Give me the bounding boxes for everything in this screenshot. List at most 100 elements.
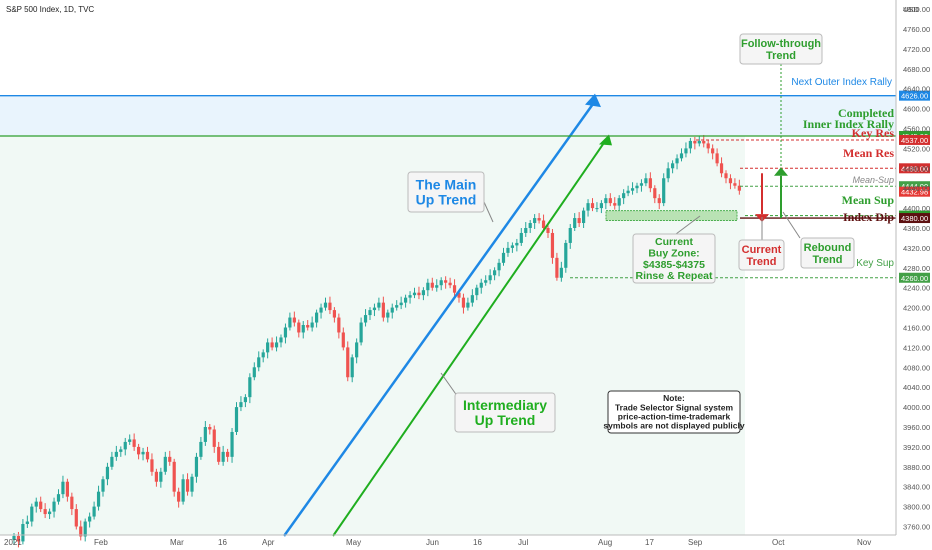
candle-body xyxy=(70,496,74,510)
candle-body xyxy=(132,439,136,447)
candle-body xyxy=(719,163,724,174)
candle-body xyxy=(515,242,519,246)
symbol-title: S&P 500 Index, 1D, TVC xyxy=(6,5,94,14)
candle-body xyxy=(639,183,644,186)
price-tick-label: 4160.00 xyxy=(903,324,930,333)
candle-body xyxy=(279,337,283,343)
candle-body xyxy=(377,302,381,308)
candle-body xyxy=(261,352,265,358)
price-tag-label: 4480.00 xyxy=(901,164,928,173)
candle-body xyxy=(274,342,279,348)
candle-body xyxy=(359,322,363,343)
candle-body xyxy=(101,479,105,492)
main-trend-callout-text: Up Trend xyxy=(416,191,477,207)
price-tick-label: 4280.00 xyxy=(903,264,930,273)
candle-body xyxy=(150,459,154,472)
candle-body xyxy=(435,285,439,288)
intermediary-trend-callout-box xyxy=(454,392,556,433)
candle-body xyxy=(679,153,684,159)
time-tick-label: 2021 xyxy=(4,538,22,547)
time-tick-label: Apr xyxy=(262,538,275,547)
time-tick-label: May xyxy=(346,538,361,547)
candle-body xyxy=(234,407,239,432)
time-tick-label: 16 xyxy=(218,538,227,547)
price-tick-label: 4720.00 xyxy=(903,45,930,54)
candle-body xyxy=(226,451,230,457)
time-tick-label: Jun xyxy=(426,538,439,547)
price-tick-label: 3840.00 xyxy=(903,483,930,492)
candle-body xyxy=(230,431,234,457)
candle-body xyxy=(297,322,301,333)
price-tick-label: 4400.00 xyxy=(903,204,930,213)
price-tag-label: 4537.00 xyxy=(901,136,928,145)
candle-body xyxy=(306,325,310,328)
candle-body xyxy=(288,317,292,328)
candle-body xyxy=(524,228,528,233)
candle-body xyxy=(199,441,203,457)
candle-body xyxy=(21,524,25,542)
candle-body xyxy=(706,143,710,149)
candle-body xyxy=(92,506,96,517)
candle-body xyxy=(270,342,274,348)
price-tick-label: 4760.00 xyxy=(903,25,930,34)
candle-body xyxy=(653,188,657,199)
candle-body xyxy=(421,290,425,296)
main-trend-callout-box xyxy=(407,171,485,213)
buy-zone-pointer xyxy=(675,215,701,235)
candle-body xyxy=(65,481,69,497)
candle-body xyxy=(181,479,185,502)
candle-body xyxy=(323,302,328,308)
main-up-trend-line xyxy=(282,100,597,537)
buy-zone-callout-text: $4385-$4375 xyxy=(643,259,705,271)
candle-body xyxy=(128,439,132,442)
price-tick-label: 4200.00 xyxy=(903,304,930,313)
candle-body xyxy=(190,476,194,492)
candle-body xyxy=(30,506,34,522)
note-callout-box xyxy=(607,390,741,434)
candle-body xyxy=(328,302,332,311)
candle-body xyxy=(119,449,123,452)
price-tag-label: 4432.98 xyxy=(901,188,928,197)
candle-body xyxy=(346,347,350,378)
candle-body xyxy=(381,302,385,318)
price-tick-label: 4560.00 xyxy=(903,125,930,134)
candle-body xyxy=(586,203,590,211)
buy-zone-callout-text: Buy Zone: xyxy=(648,248,699,260)
candle-body xyxy=(145,451,150,460)
price-tick-label: 4800.00 xyxy=(903,5,930,14)
candle-body xyxy=(608,198,612,204)
candle-body xyxy=(475,287,479,296)
candle-body xyxy=(368,310,372,316)
price-tick-label: 4640.00 xyxy=(903,85,930,94)
price-tag xyxy=(899,181,930,192)
buy-zone-callout-text: Current xyxy=(655,236,693,248)
candle-body xyxy=(488,275,492,281)
candle-body xyxy=(737,185,741,191)
candle-body xyxy=(185,479,190,492)
price-tick-label: 4360.00 xyxy=(903,224,930,233)
candle-body xyxy=(519,232,523,243)
candle-body xyxy=(12,535,16,540)
price-tag-label: 4626.00 xyxy=(901,92,928,101)
candle-body xyxy=(292,317,296,323)
main-trend-arrowhead xyxy=(585,93,601,108)
candle-body xyxy=(452,285,457,293)
candle-body xyxy=(568,228,572,243)
candle-body xyxy=(301,325,305,333)
level-label-completed-inner-rally: Inner Index Rally xyxy=(803,117,894,131)
candle-body xyxy=(622,193,626,199)
candle-body xyxy=(399,302,403,306)
candle-body xyxy=(599,203,603,209)
candle-body xyxy=(34,501,38,507)
candle-body xyxy=(39,501,43,510)
candle-body xyxy=(372,307,377,311)
price-tick-label: 4000.00 xyxy=(903,403,930,412)
candle-body xyxy=(559,267,563,278)
inner-rally-zone xyxy=(0,135,745,535)
candle-body xyxy=(52,501,56,512)
candle-body xyxy=(257,357,261,368)
candle-body xyxy=(390,307,394,313)
follow-through-callout-box xyxy=(739,33,823,65)
candle-body xyxy=(697,140,701,144)
